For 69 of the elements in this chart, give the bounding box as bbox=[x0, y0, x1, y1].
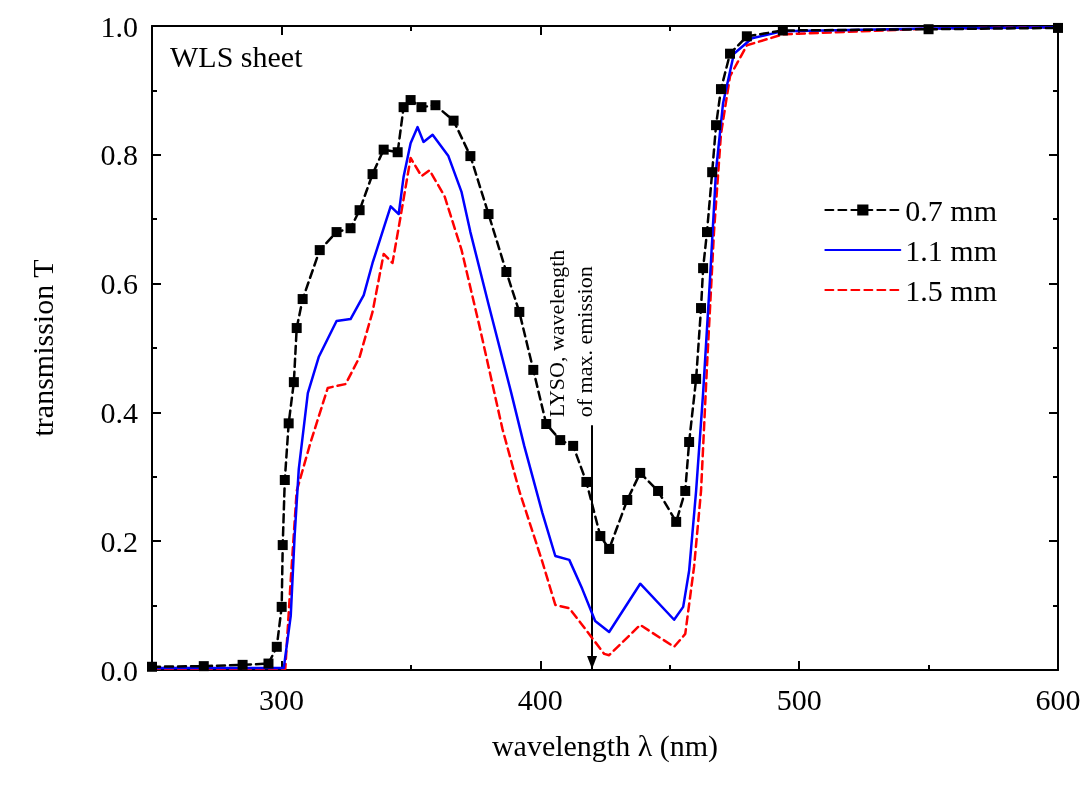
point bbox=[741, 31, 752, 42]
point bbox=[277, 540, 288, 551]
point bbox=[345, 223, 356, 234]
legend-label: 1.5 mm bbox=[905, 273, 997, 307]
point bbox=[671, 516, 682, 527]
point bbox=[555, 435, 566, 446]
y-tick-label: 0.2 bbox=[100, 524, 138, 558]
point bbox=[604, 543, 615, 554]
point bbox=[405, 95, 416, 106]
point bbox=[698, 263, 709, 274]
point bbox=[514, 306, 525, 317]
point bbox=[392, 147, 403, 158]
point bbox=[541, 418, 552, 429]
y-tick-label: 0.0 bbox=[100, 653, 138, 687]
point bbox=[725, 48, 736, 59]
point bbox=[416, 102, 427, 113]
point bbox=[581, 476, 592, 487]
y-tick-label: 1.0 bbox=[100, 9, 138, 43]
point bbox=[684, 437, 695, 448]
point bbox=[701, 227, 712, 238]
point bbox=[263, 658, 274, 669]
legend-label: 1.1 mm bbox=[905, 233, 997, 267]
point bbox=[653, 485, 664, 496]
point bbox=[147, 661, 157, 672]
point bbox=[378, 144, 389, 155]
point bbox=[568, 440, 579, 451]
point bbox=[595, 531, 606, 542]
point bbox=[1053, 22, 1063, 33]
y-tick-label: 0.8 bbox=[100, 138, 138, 172]
point bbox=[715, 84, 726, 95]
point bbox=[501, 267, 512, 278]
x-tick-label: 300 bbox=[258, 682, 304, 716]
point bbox=[367, 169, 378, 180]
point bbox=[635, 467, 646, 478]
chart-title: WLS sheet bbox=[170, 39, 304, 73]
point bbox=[465, 151, 476, 162]
ref-line-label: LYSO, wavelength of max. emission bbox=[543, 244, 597, 418]
point bbox=[483, 209, 494, 220]
point bbox=[198, 661, 209, 672]
point bbox=[288, 377, 299, 388]
point bbox=[314, 245, 325, 256]
point bbox=[331, 227, 342, 238]
x-axis-title: wavelength λ (nm) bbox=[491, 728, 719, 763]
x-tick-label: 600 bbox=[1035, 682, 1081, 716]
point bbox=[696, 303, 707, 314]
point bbox=[691, 373, 702, 384]
point bbox=[297, 294, 308, 305]
point bbox=[279, 475, 290, 486]
y-axis-title: transmission T bbox=[25, 259, 59, 437]
point bbox=[398, 102, 409, 113]
y-tick-label: 0.4 bbox=[100, 395, 138, 429]
point bbox=[711, 120, 722, 131]
point bbox=[448, 115, 459, 126]
legend-label: 0.7 mm bbox=[905, 193, 997, 227]
point bbox=[528, 364, 539, 375]
y-tick-label: 0.6 bbox=[100, 267, 138, 301]
point bbox=[291, 323, 302, 334]
point bbox=[271, 641, 282, 652]
point bbox=[430, 100, 441, 111]
point bbox=[622, 494, 633, 505]
point bbox=[354, 205, 365, 216]
x-tick-label: 400 bbox=[517, 682, 563, 716]
point bbox=[923, 24, 934, 35]
point bbox=[276, 601, 287, 612]
point bbox=[283, 418, 294, 429]
point bbox=[707, 167, 718, 178]
point bbox=[680, 485, 691, 496]
x-tick-label: 500 bbox=[776, 682, 822, 716]
point bbox=[237, 659, 248, 670]
